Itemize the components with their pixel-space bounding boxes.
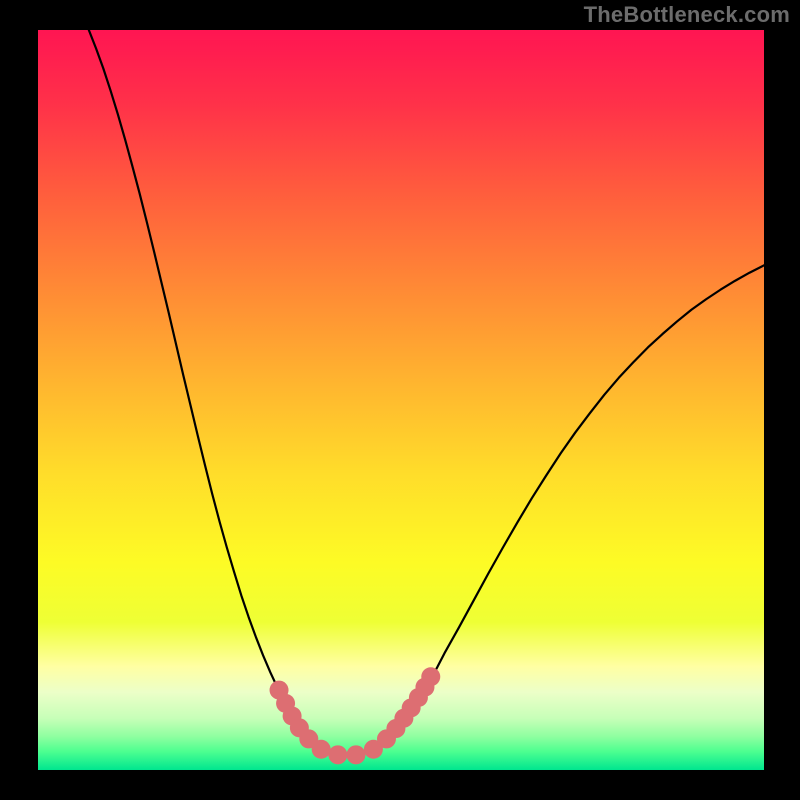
chart-container: TheBottleneck.com: [0, 0, 800, 800]
highlight-marker: [421, 667, 440, 686]
highlight-marker: [346, 745, 365, 764]
highlight-marker: [312, 740, 331, 759]
bottleneck-curve-chart: [0, 0, 800, 800]
plot-background: [38, 30, 764, 770]
highlight-marker: [328, 745, 347, 764]
watermark-text: TheBottleneck.com: [584, 2, 790, 28]
